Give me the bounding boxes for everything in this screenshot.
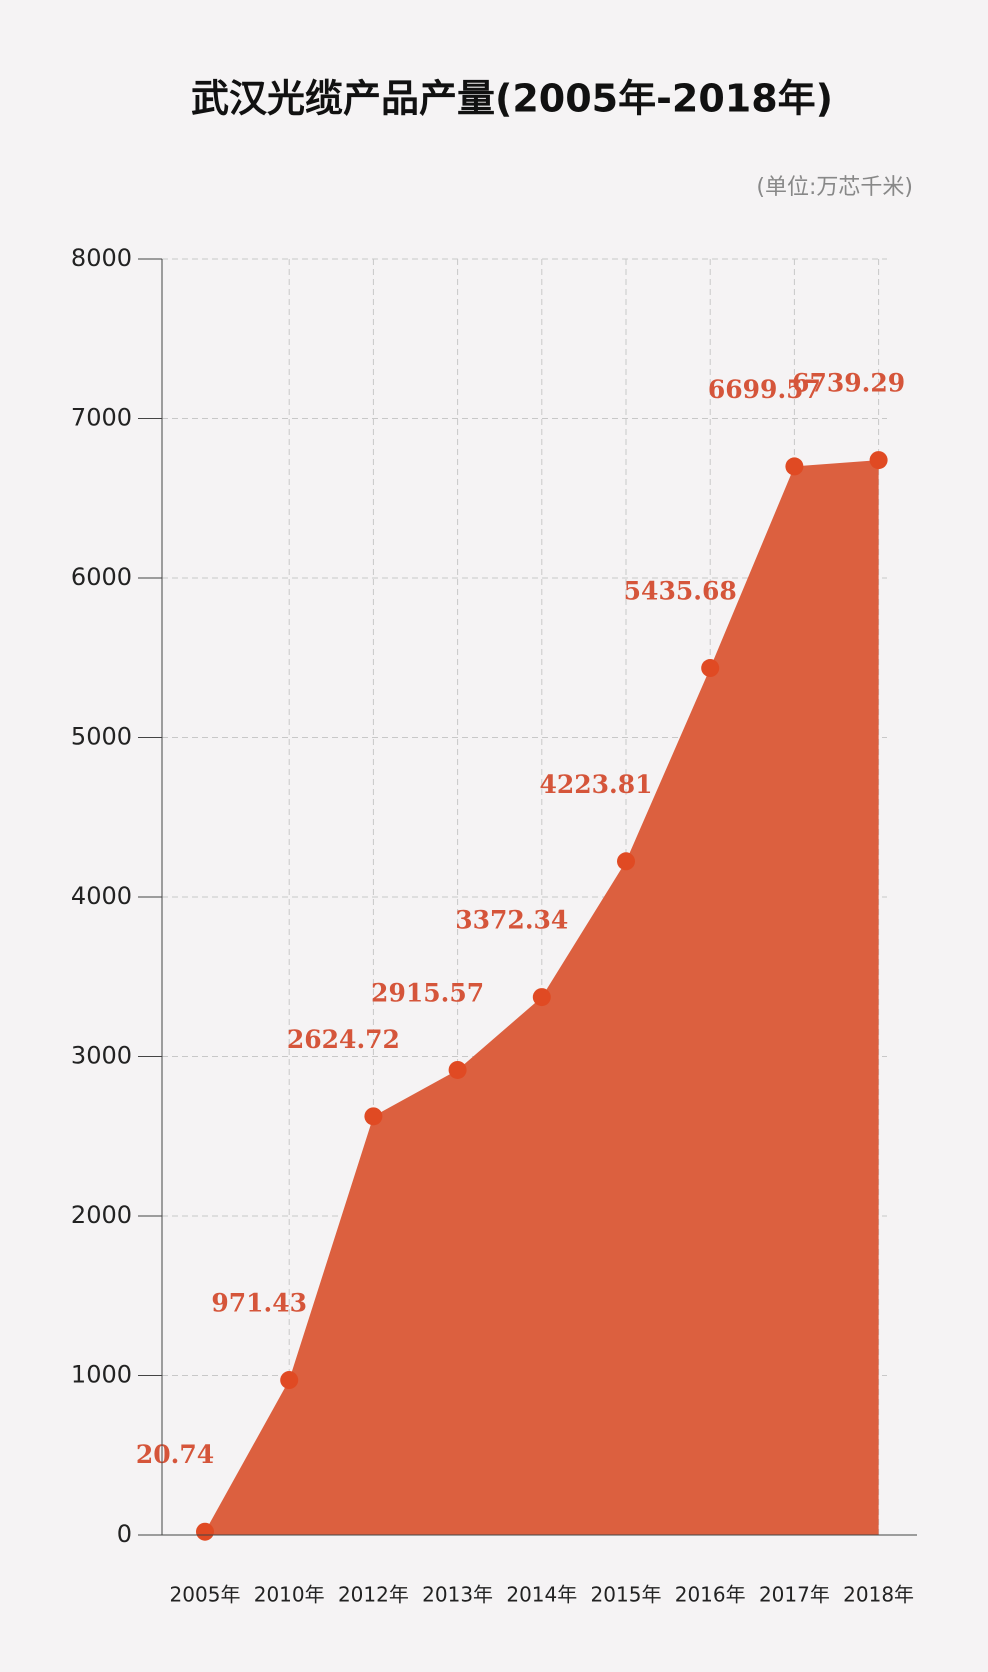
x-tick-label: 2017年 <box>759 1583 830 1607</box>
y-tick-label: 7000 <box>71 404 132 432</box>
y-tick-label: 5000 <box>71 723 132 751</box>
point <box>869 451 888 470</box>
x-tick-label: 2014年 <box>506 1583 577 1607</box>
point <box>364 1107 383 1126</box>
y-tick-label: 1000 <box>71 1361 132 1389</box>
y-tick-label: 4000 <box>71 882 132 910</box>
x-tick-label: 2010年 <box>254 1583 325 1607</box>
data-label: 6699.57 <box>708 375 821 404</box>
data-label: 4223.81 <box>539 770 652 799</box>
y-tick-label: 8000 <box>71 244 132 272</box>
x-tick-label: 2016年 <box>675 1583 746 1607</box>
point <box>280 1371 299 1390</box>
chart-title: 武汉光缆产品产量(2005年-2018年) <box>191 77 833 121</box>
x-tick-label: 2012年 <box>338 1583 409 1607</box>
data-label: 3372.34 <box>455 906 568 935</box>
y-tick-label: 3000 <box>71 1042 132 1070</box>
point <box>617 852 635 871</box>
data-label: 5435.68 <box>624 577 737 606</box>
x-tick-label: 2005年 <box>170 1583 241 1607</box>
point <box>532 988 551 1007</box>
x-tick-label: 2015年 <box>591 1583 662 1607</box>
data-label: 2624.72 <box>287 1025 400 1054</box>
point <box>785 457 804 476</box>
point <box>448 1060 467 1079</box>
data-label: 2915.57 <box>371 978 484 1007</box>
x-tick-label: 2018年 <box>843 1583 914 1607</box>
data-label: 971.43 <box>211 1289 307 1318</box>
data-label: 20.74 <box>136 1440 214 1469</box>
x-tick-label: 2013年 <box>422 1583 493 1607</box>
y-tick-label: 0 <box>117 1520 132 1548</box>
data-label: 6739.29 <box>792 369 905 398</box>
y-tick-label: 2000 <box>71 1201 132 1229</box>
y-tick-label: 6000 <box>71 563 132 591</box>
point <box>701 659 720 678</box>
chart-subtitle: (单位:万芯千米) <box>756 175 913 200</box>
point <box>196 1522 214 1541</box>
